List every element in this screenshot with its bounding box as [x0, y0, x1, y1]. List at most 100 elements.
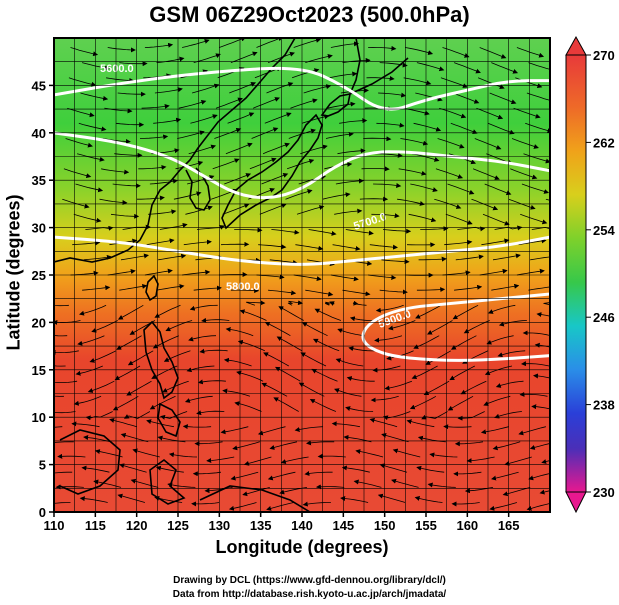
streamline — [220, 241, 250, 247]
streamline — [375, 304, 404, 313]
streamline — [377, 493, 406, 503]
streamline — [149, 178, 178, 185]
streamline — [62, 198, 90, 209]
streamline — [258, 244, 287, 250]
streamline — [476, 107, 504, 120]
streamline — [110, 213, 140, 219]
streamline — [67, 107, 95, 118]
streamline — [141, 103, 170, 109]
streamline — [219, 38, 247, 48]
streamline — [126, 380, 152, 396]
streamline — [236, 370, 264, 382]
streamline — [378, 92, 407, 98]
streamline — [54, 426, 63, 428]
streamline — [78, 122, 107, 132]
streamline — [81, 465, 110, 473]
streamline — [302, 501, 331, 507]
streamline — [54, 304, 69, 307]
streamline — [337, 328, 365, 337]
streamline — [156, 284, 185, 291]
streamline — [381, 259, 410, 265]
streamline — [269, 441, 298, 450]
streamline — [528, 62, 550, 70]
streamline — [194, 441, 223, 447]
streamline — [492, 253, 521, 261]
streamline — [82, 285, 111, 291]
streamline — [261, 173, 289, 185]
streamline — [139, 134, 169, 140]
plot-title: GSM 06Z29Oct2023 (500.0hPa) — [149, 2, 470, 27]
streamline — [106, 77, 135, 83]
streamline — [352, 300, 367, 306]
streamline — [57, 453, 86, 459]
streamline — [486, 335, 514, 345]
streamline — [479, 268, 508, 276]
streamline — [163, 350, 191, 362]
streamline — [335, 178, 364, 185]
streamline — [285, 189, 313, 200]
x-tick-label: 130 — [208, 518, 230, 533]
streamline — [54, 411, 76, 414]
streamline — [322, 192, 351, 200]
streamline — [191, 83, 220, 94]
streamline — [158, 253, 187, 261]
streamline — [257, 426, 286, 436]
streamline — [427, 482, 456, 488]
y-tick-label: 35 — [32, 173, 46, 188]
streamline — [482, 213, 510, 226]
streamline — [511, 138, 539, 149]
streamline — [295, 244, 324, 251]
streamline — [331, 421, 360, 428]
streamline — [371, 213, 400, 219]
streamline — [363, 136, 392, 142]
streamline — [447, 183, 475, 195]
streamline — [85, 225, 114, 231]
streamline — [443, 424, 472, 430]
streamline — [149, 395, 176, 410]
streamline — [529, 443, 550, 450]
streamline — [112, 395, 139, 411]
streamline — [99, 198, 128, 206]
streamline — [114, 365, 141, 381]
streamline — [183, 239, 212, 246]
streamline — [315, 484, 345, 490]
streamline — [262, 142, 290, 155]
streamline — [306, 440, 335, 446]
colorbar-top-arrow — [565, 35, 587, 56]
streamline — [79, 304, 107, 316]
streamline — [434, 198, 462, 209]
streamline — [173, 191, 202, 200]
streamline — [413, 122, 442, 132]
streamline — [437, 138, 465, 149]
streamline — [457, 411, 485, 421]
streamline — [335, 358, 364, 367]
streamline — [392, 448, 421, 458]
streamline — [154, 304, 181, 318]
colorbar-tick-label: 238 — [593, 398, 615, 413]
streamline — [504, 456, 532, 466]
streamline — [87, 380, 115, 393]
streamline — [232, 441, 260, 451]
streamline — [230, 471, 259, 481]
streamline — [119, 283, 148, 291]
streamline — [330, 41, 359, 48]
streamline — [455, 254, 484, 261]
streamline — [165, 320, 193, 332]
streamline — [266, 82, 294, 94]
streamline — [196, 410, 225, 416]
streamline — [54, 365, 66, 367]
streamline — [296, 205, 325, 215]
streamline — [304, 471, 333, 476]
streamline — [520, 213, 548, 225]
streamline — [397, 198, 425, 206]
streamline — [345, 406, 374, 412]
streamline — [379, 289, 408, 295]
contour-line-5800 — [54, 235, 550, 266]
colorbar-tick-label: 262 — [593, 135, 615, 150]
streamline — [271, 229, 300, 235]
streamline — [227, 112, 255, 124]
streamline — [273, 397, 299, 412]
streamline — [332, 244, 361, 251]
streamline — [453, 471, 482, 477]
streamline — [224, 173, 252, 185]
